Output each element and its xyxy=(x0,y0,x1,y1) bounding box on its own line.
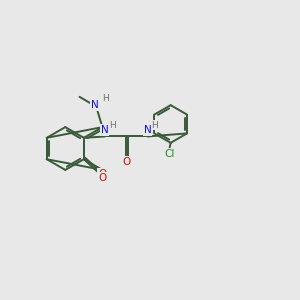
Text: N: N xyxy=(101,125,109,135)
Text: O: O xyxy=(98,169,106,179)
Text: H: H xyxy=(109,121,116,130)
Text: H: H xyxy=(102,94,109,103)
Text: O: O xyxy=(98,173,106,183)
Text: N: N xyxy=(91,100,99,110)
Text: Cl: Cl xyxy=(164,148,174,158)
Text: O: O xyxy=(122,157,130,167)
Text: H: H xyxy=(152,121,158,130)
Text: N: N xyxy=(144,125,152,135)
